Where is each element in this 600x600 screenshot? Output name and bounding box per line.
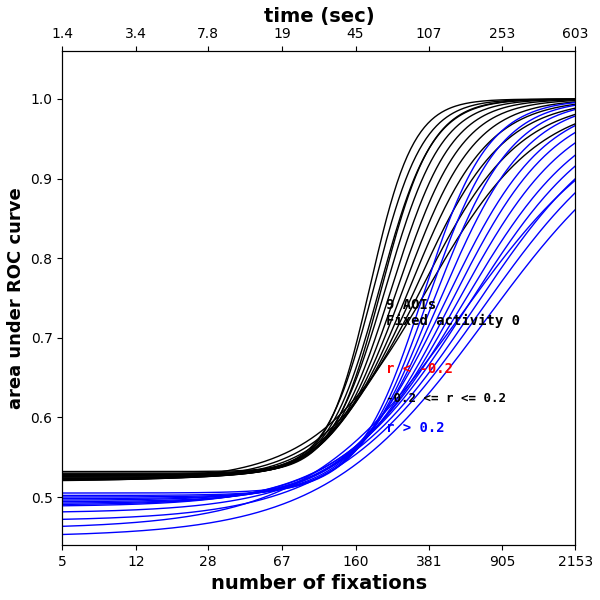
Text: r > 0.2: r > 0.2 <box>386 421 444 436</box>
Text: -0.2 <= r <= 0.2: -0.2 <= r <= 0.2 <box>386 392 506 405</box>
Text: 9 AOIs
Fixed activity 0: 9 AOIs Fixed activity 0 <box>386 298 520 328</box>
Text: r < -0.2: r < -0.2 <box>386 362 452 376</box>
X-axis label: number of fixations: number of fixations <box>211 574 427 593</box>
Y-axis label: area under ROC curve: area under ROC curve <box>7 187 25 409</box>
X-axis label: time (sec): time (sec) <box>263 7 374 26</box>
